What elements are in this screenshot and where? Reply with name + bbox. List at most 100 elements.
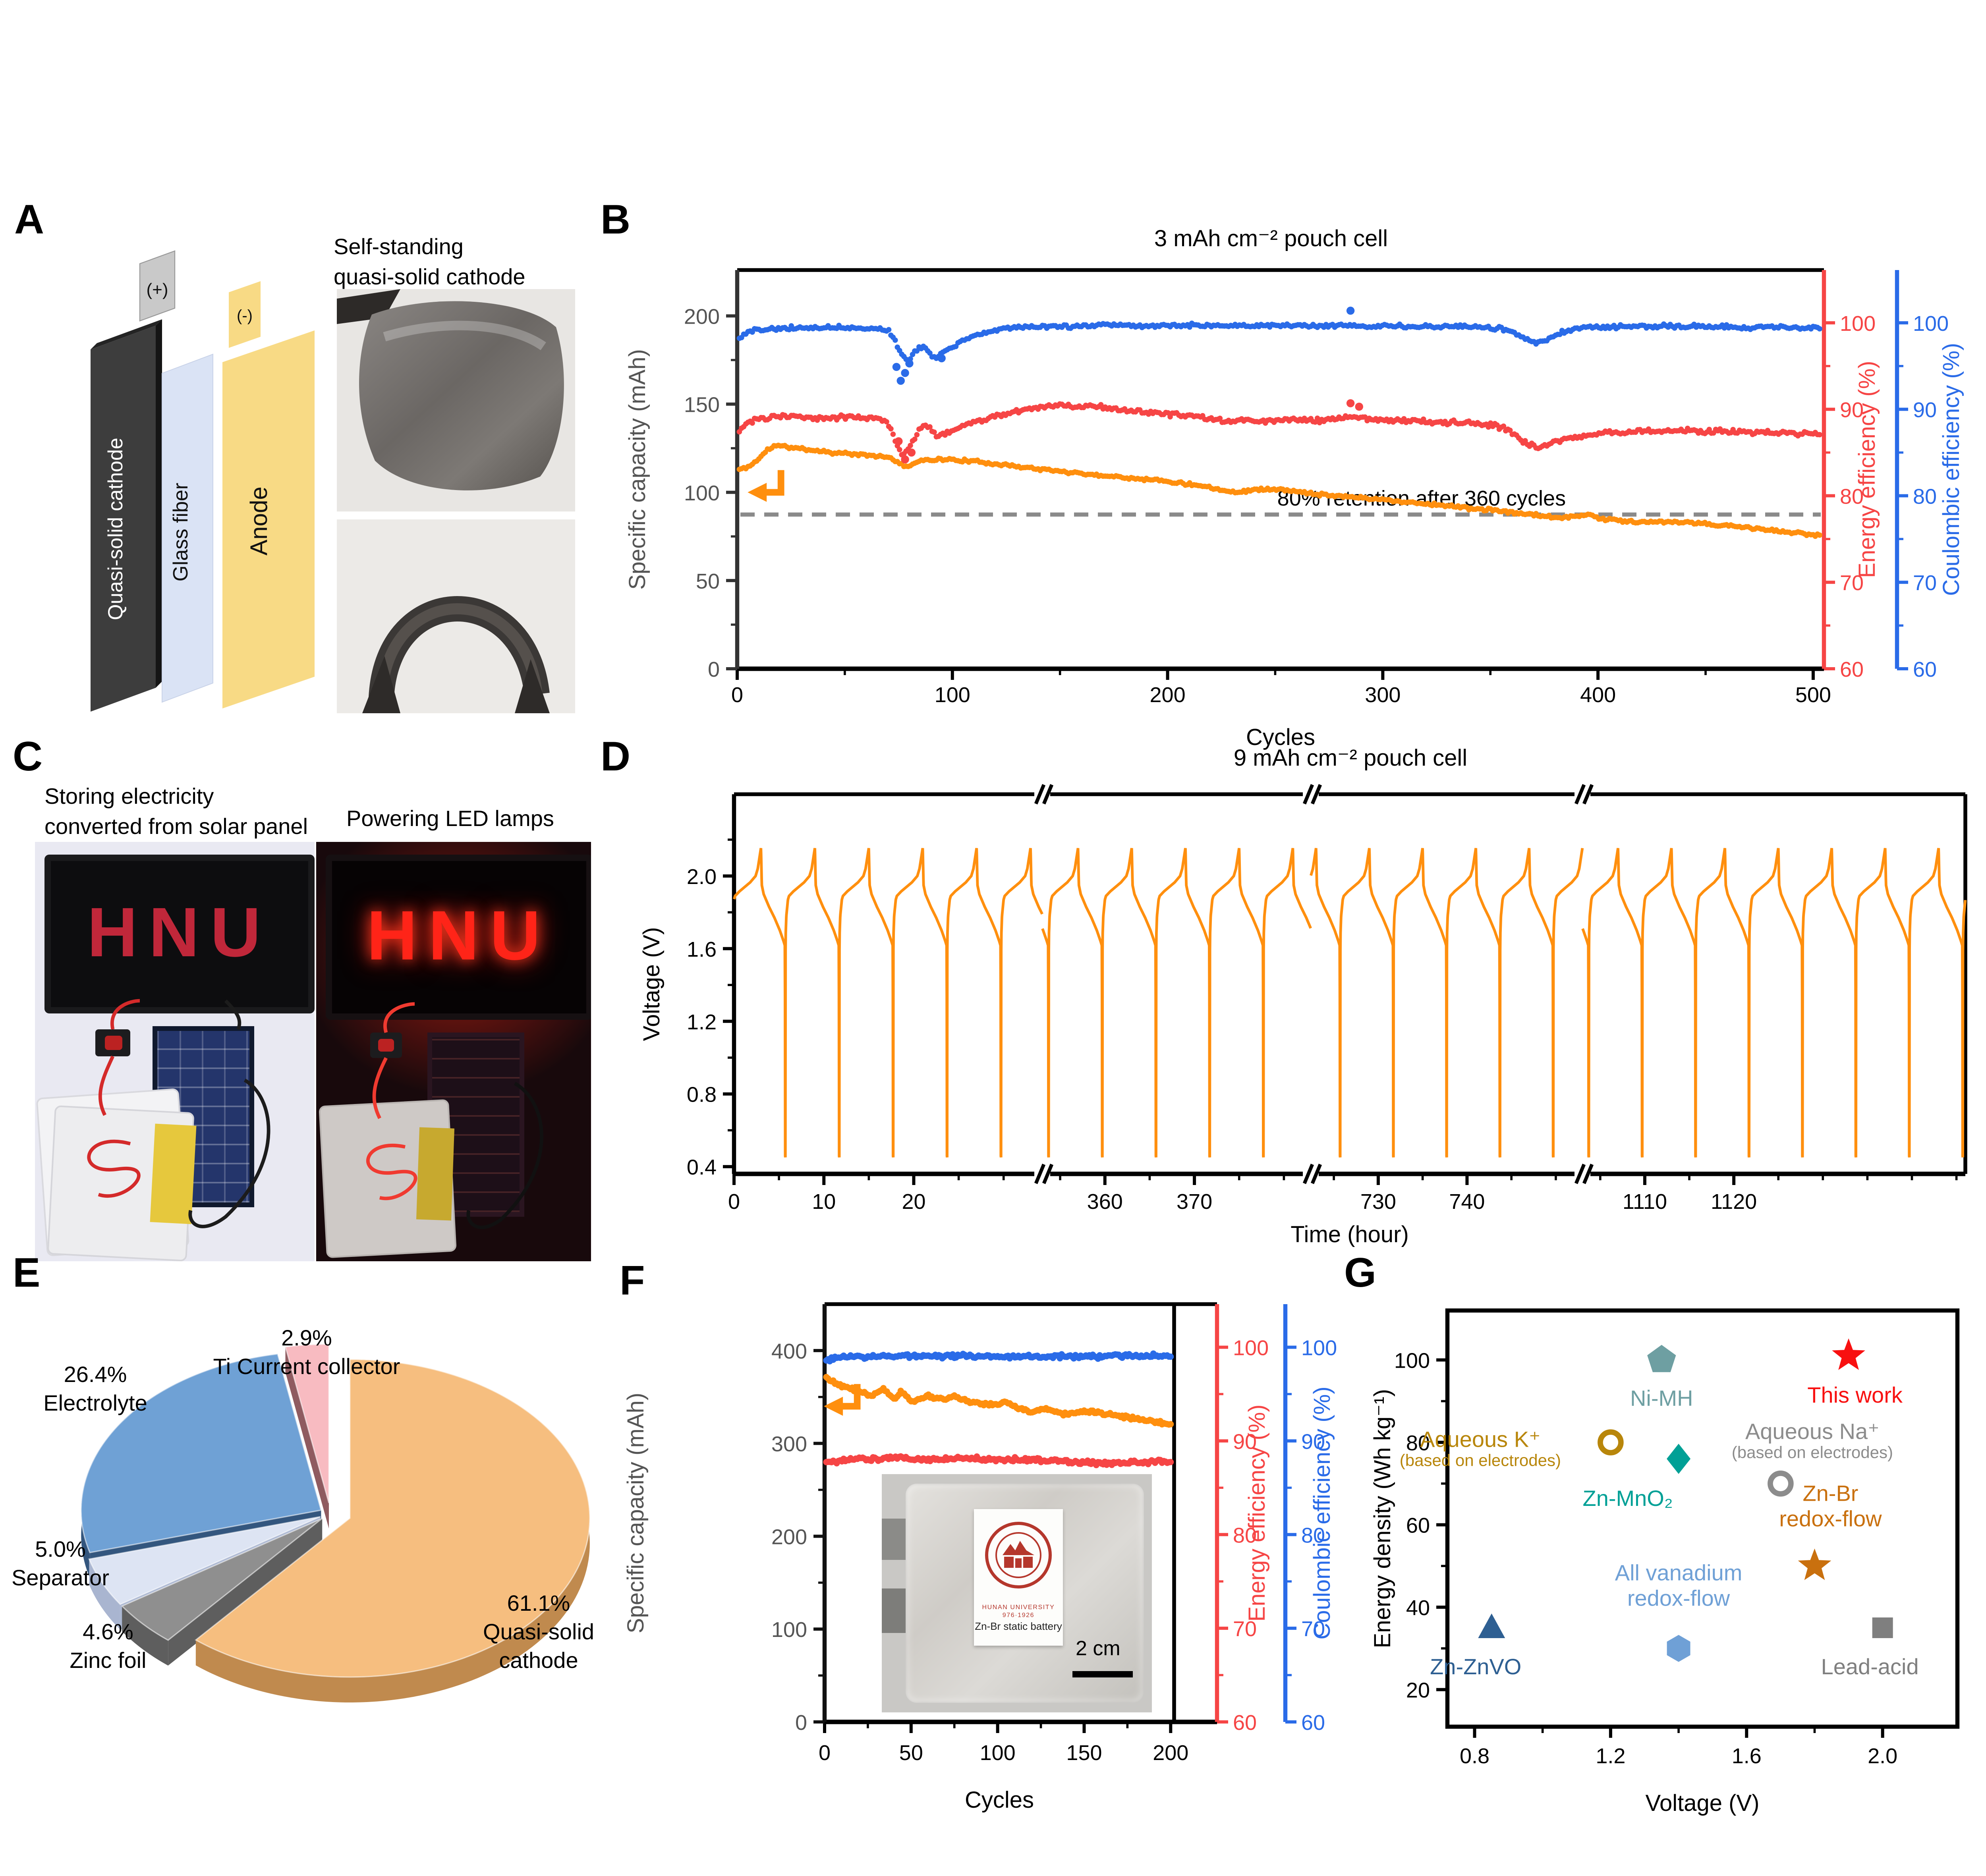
- svg-text:60: 60: [1913, 658, 1937, 681]
- svg-text:100: 100: [980, 1741, 1016, 1765]
- svg-text:Coulombic efficiency (%): Coulombic efficiency (%): [1309, 1386, 1335, 1639]
- pie-cathode-name: Quasi-solid cathode: [483, 1619, 595, 1673]
- svg-text:Specific capacity (mAh): Specific capacity (mAh): [624, 349, 650, 590]
- voltage-profile-segment: [1581, 848, 1967, 1158]
- hnu-letters-off: HNU: [87, 894, 272, 972]
- svg-text:20: 20: [902, 1190, 925, 1214]
- led-sign-off: HNU: [44, 855, 315, 1013]
- photo-powering-leds: HNU: [316, 842, 591, 1261]
- svg-text:200: 200: [771, 1525, 807, 1549]
- seal-building-right: [1023, 1557, 1033, 1568]
- svg-text:10: 10: [812, 1190, 836, 1214]
- cathode-side-face: [156, 319, 162, 688]
- pie-electrolyte-name: Electrolyte: [43, 1390, 147, 1416]
- marker-zn-mno-: [1667, 1444, 1691, 1474]
- pie-slice-quasi-solid-cathode: [195, 1359, 591, 1703]
- svg-text:80: 80: [1840, 484, 1864, 508]
- svg-text:0.8: 0.8: [687, 1083, 717, 1107]
- panel-a-caption: Self-standing quasi-solid cathode: [334, 232, 525, 292]
- svg-text:730: 730: [1360, 1190, 1396, 1214]
- svg-text:60: 60: [1840, 658, 1864, 681]
- svg-text:1.6: 1.6: [1732, 1744, 1762, 1768]
- voltage-profile-segment: [733, 848, 1043, 1158]
- svg-text:80: 80: [1233, 1523, 1257, 1547]
- chart-d-title: 9 mAh cm⁻² pouch cell: [1233, 747, 1468, 772]
- svg-text:500: 500: [1795, 683, 1831, 707]
- svg-text:Cycles: Cycles: [965, 1787, 1034, 1813]
- pie-label-separator: 5.0% Separator: [12, 1534, 109, 1592]
- pie-ti-pct: 2.9%: [281, 1325, 332, 1350]
- svg-text:200: 200: [684, 305, 720, 329]
- svg-text:100: 100: [684, 481, 720, 505]
- seal-years: 976·1926: [1002, 1611, 1035, 1619]
- svg-text:70: 70: [1913, 571, 1937, 595]
- anode-label: Anode: [245, 486, 272, 556]
- svg-text:Coulombic efficiency (%): Coulombic efficiency (%): [1938, 343, 1964, 596]
- switch-icon: [95, 1029, 130, 1056]
- tweezers-left-icon: [362, 656, 400, 713]
- seal-building-left: [1004, 1557, 1014, 1568]
- cathode-photo-bent: [337, 519, 575, 713]
- negative-tab-label: (-): [237, 307, 253, 324]
- svg-text:1110: 1110: [1623, 1190, 1667, 1214]
- energy-density-comparison-chart: 0.8 1.2 1.6 2.0 20 40 60 80 100 Voltage (V) Energy…: [1370, 1308, 1960, 1816]
- marker-all-vanadium-redox-flow: [1667, 1635, 1690, 1662]
- specific-capacity-series: [823, 1374, 1174, 1428]
- sheet-highlight: [383, 320, 546, 350]
- cathode-arch-illustration: [362, 596, 550, 713]
- svg-text:150: 150: [1066, 1741, 1102, 1765]
- marker-lead-acid: [1872, 1617, 1893, 1638]
- pie-separator-pct: 5.0%: [35, 1536, 86, 1561]
- battery-label-card: HUNAN UNIVERSITY 976·1926 Zn-Br static b…: [974, 1509, 1063, 1646]
- pouch-cell-inset-photo: HUNAN UNIVERSITY 976·1926 Zn-Br static b…: [882, 1474, 1152, 1712]
- cathode-top-face: [91, 319, 162, 349]
- pie-label-cathode: 61.1% Quasi-solid cathode: [478, 1588, 599, 1675]
- pie-slice-ti-current-collector: [284, 1343, 330, 1529]
- svg-text:80: 80: [1406, 1431, 1430, 1455]
- svg-text:40: 40: [1406, 1596, 1430, 1620]
- seal-title: HUNAN UNIVERSITY: [982, 1603, 1055, 1611]
- panel-b-letter: B: [601, 195, 631, 243]
- scale-bar: [1072, 1671, 1133, 1677]
- svg-text:80% retention after 360 cycle: 80% retention after 360 cycles: [1277, 486, 1566, 510]
- svg-text:370: 370: [1177, 1190, 1212, 1214]
- svg-text:Energy efficiency (%): Energy efficiency (%): [1244, 1405, 1270, 1622]
- mass-fraction-pie: [80, 1343, 591, 1703]
- svg-text:1.6: 1.6: [687, 938, 717, 961]
- cathode-label: Quasi-solid cathode: [104, 438, 127, 620]
- svg-text:200: 200: [1150, 683, 1186, 707]
- svg-text:70: 70: [1301, 1617, 1325, 1641]
- svg-text:0: 0: [731, 683, 743, 707]
- svg-text:100: 100: [1233, 1336, 1269, 1360]
- pouch-tab-2: [882, 1588, 906, 1633]
- svg-text:50: 50: [696, 569, 720, 593]
- svg-text:0.4: 0.4: [687, 1156, 717, 1179]
- svg-text:80: 80: [1913, 484, 1937, 508]
- anode-layer: [222, 330, 315, 708]
- cathode-front-face: [91, 326, 156, 712]
- panel-e-letter: E: [13, 1249, 41, 1296]
- svg-text:90: 90: [1840, 398, 1864, 422]
- svg-text:60: 60: [1406, 1514, 1430, 1538]
- positive-tab: [139, 250, 176, 322]
- svg-text:Specific capacity (mAh): Specific capacity (mAh): [623, 1393, 649, 1633]
- voltage-profile-segment: [1310, 848, 1584, 1158]
- svg-text:150: 150: [684, 393, 720, 417]
- svg-text:100: 100: [935, 683, 970, 707]
- svg-text:60: 60: [1301, 1711, 1325, 1735]
- pie-separator-name: Separator: [12, 1565, 109, 1590]
- pouch-tab-1: [882, 1519, 906, 1560]
- coulombic-efficiency-series: [736, 307, 1822, 385]
- panel-c-letter: C: [13, 732, 43, 780]
- svg-text:200: 200: [1153, 1741, 1188, 1765]
- pie-slice-zinc-foil: [121, 1518, 323, 1666]
- battery-schematic: (+) Quasi-solid cathode Glass fiber (-) …: [91, 250, 315, 712]
- bent-cathode-sheet: [369, 596, 550, 699]
- svg-text:0: 0: [795, 1711, 807, 1735]
- voltage-time-chart: 0.4 0.8 1.2 1.6 2.0 Voltage (V) 0 10 20 360 370 730…: [639, 784, 1967, 1247]
- pie-label-ti: 2.9% Ti Current collector: [213, 1323, 400, 1381]
- caption-storing-2: converted from solar panel: [44, 813, 308, 839]
- svg-text:100: 100: [1301, 1336, 1337, 1360]
- panel-f-letter: F: [620, 1256, 645, 1304]
- svg-text:90: 90: [1301, 1430, 1325, 1453]
